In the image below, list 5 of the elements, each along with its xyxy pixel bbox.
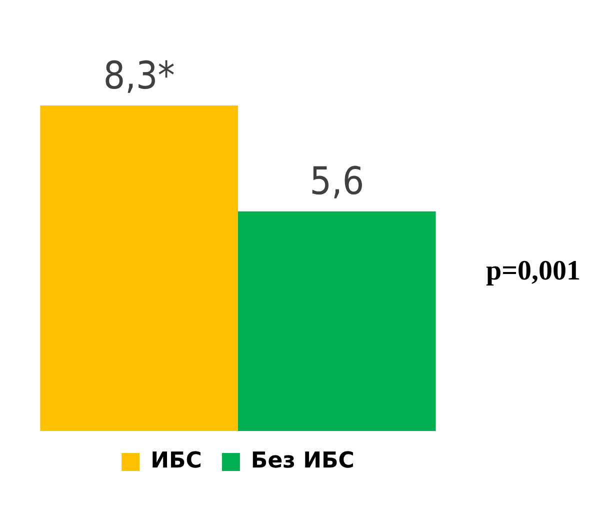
annotation: p=0,001 [486,255,581,286]
data-label: 8,3* [103,53,175,98]
legend-label: ИБС [150,448,202,474]
data-label: 5,6 [310,159,364,204]
legend-label: Без ИБС [250,448,354,474]
